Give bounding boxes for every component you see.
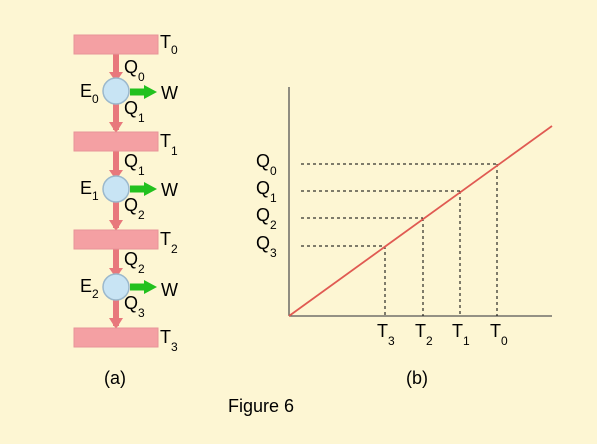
engine-circle-e1 [102,175,130,203]
heat-in-label-e2: Q2 [124,249,145,276]
reservoir-label-t2: T2 [160,229,178,256]
work-arrowhead-icon [144,280,157,294]
panel-a-label: (a) [104,368,126,388]
arrowhead-icon [109,318,123,329]
heat-arrows [109,54,123,329]
x-label-t3: T3 [377,321,395,348]
engine-e1: E1 Q1 Q2 W [80,151,178,222]
y-label-q2: Q2 [256,205,277,232]
y-label-q1: Q1 [256,178,277,205]
engine-label-e1: E1 [80,178,99,203]
reservoir-t2 [73,229,159,250]
engine-label-e0: E0 [80,81,99,106]
heat-out-label-e0: Q1 [124,98,145,125]
guide-lines [301,163,498,316]
x-label-t1: T1 [452,321,470,348]
heat-in-label-e1: Q1 [124,151,145,178]
heat-out-label-e2: Q3 [124,293,145,320]
reservoir-t3 [73,327,159,348]
engine-e2: E2 Q2 Q3 W [80,249,178,320]
arrowhead-icon [109,268,123,278]
engine-circle-e0 [102,77,130,105]
proportional-line [288,125,553,317]
engine-e0: E0 Q0 Q1 W [80,57,178,125]
reservoir-label-t1: T1 [160,131,178,158]
x-label-t0: T0 [490,321,508,348]
engine-circle-e2 [102,273,130,301]
work-label-e0: W [161,83,178,103]
y-label-q3: Q3 [256,233,277,260]
heat-in-label-e0: Q0 [124,57,145,84]
arrowhead-icon [109,72,123,82]
arrowhead-icon [109,220,123,231]
work-arrowhead-icon [144,85,157,99]
heat-out-label-e1: Q2 [124,195,145,222]
y-label-q0: Q0 [256,151,277,178]
panel-b-label: (b) [406,368,428,388]
engine-label-e2: E2 [80,276,99,301]
reservoir-t1 [73,131,159,152]
x-label-t2: T2 [415,321,433,348]
reservoir-label-t3: T3 [160,327,178,354]
work-arrowhead-icon [144,182,157,196]
arrowhead-icon [109,122,123,133]
panel-b: Q0 Q1 Q2 Q3 T3 T2 T1 T0 (b) [256,87,553,388]
reservoir-label-t0: T0 [160,32,178,57]
reservoir-t0 [73,34,159,55]
work-label-e1: W [161,180,178,200]
panel-a: T0 T1 T2 T3 E0 Q0 Q1 W E1 Q1 Q2 W [73,32,178,388]
figure-caption: Figure 6 [228,396,294,416]
work-label-e2: W [161,280,178,300]
arrowhead-icon [109,170,123,180]
